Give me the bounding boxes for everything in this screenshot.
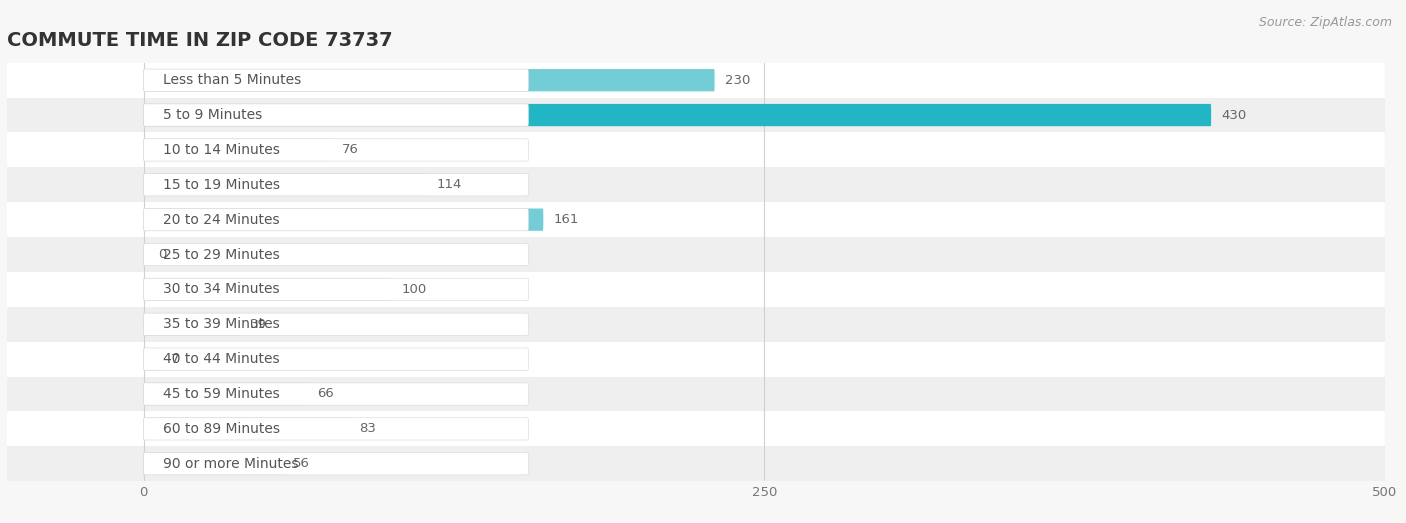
FancyBboxPatch shape <box>7 202 1385 237</box>
FancyBboxPatch shape <box>143 139 529 161</box>
Text: 35 to 39 Minutes: 35 to 39 Minutes <box>163 317 280 331</box>
FancyBboxPatch shape <box>143 139 332 161</box>
FancyBboxPatch shape <box>143 383 529 405</box>
Text: Source: ZipAtlas.com: Source: ZipAtlas.com <box>1258 16 1392 29</box>
Text: 30 to 34 Minutes: 30 to 34 Minutes <box>163 282 280 297</box>
FancyBboxPatch shape <box>143 452 529 475</box>
Text: 76: 76 <box>342 143 359 156</box>
Text: 15 to 19 Minutes: 15 to 19 Minutes <box>163 178 280 192</box>
FancyBboxPatch shape <box>143 418 529 440</box>
Text: 230: 230 <box>724 74 749 87</box>
FancyBboxPatch shape <box>143 243 529 266</box>
FancyBboxPatch shape <box>143 209 529 231</box>
Text: 161: 161 <box>553 213 579 226</box>
Text: 40 to 44 Minutes: 40 to 44 Minutes <box>163 352 280 366</box>
Text: 83: 83 <box>360 423 377 435</box>
Text: 56: 56 <box>292 457 309 470</box>
Text: 60 to 89 Minutes: 60 to 89 Minutes <box>163 422 280 436</box>
FancyBboxPatch shape <box>143 278 392 301</box>
FancyBboxPatch shape <box>7 237 1385 272</box>
Text: 5 to 9 Minutes: 5 to 9 Minutes <box>163 108 263 122</box>
FancyBboxPatch shape <box>143 348 529 370</box>
FancyBboxPatch shape <box>143 243 149 266</box>
FancyBboxPatch shape <box>7 342 1385 377</box>
Text: 114: 114 <box>436 178 463 191</box>
FancyBboxPatch shape <box>143 348 160 370</box>
Text: 7: 7 <box>172 353 180 366</box>
Text: COMMUTE TIME IN ZIP CODE 73737: COMMUTE TIME IN ZIP CODE 73737 <box>7 31 392 50</box>
FancyBboxPatch shape <box>143 174 426 196</box>
FancyBboxPatch shape <box>143 278 529 301</box>
Text: 0: 0 <box>159 248 167 261</box>
FancyBboxPatch shape <box>143 313 529 335</box>
FancyBboxPatch shape <box>143 104 1211 126</box>
FancyBboxPatch shape <box>7 98 1385 132</box>
Text: 10 to 14 Minutes: 10 to 14 Minutes <box>163 143 280 157</box>
FancyBboxPatch shape <box>143 383 308 405</box>
Text: 100: 100 <box>402 283 427 296</box>
FancyBboxPatch shape <box>143 69 529 92</box>
FancyBboxPatch shape <box>7 446 1385 481</box>
Text: 66: 66 <box>318 388 335 401</box>
FancyBboxPatch shape <box>7 63 1385 98</box>
FancyBboxPatch shape <box>7 412 1385 446</box>
FancyBboxPatch shape <box>7 377 1385 412</box>
FancyBboxPatch shape <box>7 307 1385 342</box>
Text: 39: 39 <box>250 318 267 331</box>
Text: 25 to 29 Minutes: 25 to 29 Minutes <box>163 247 280 262</box>
FancyBboxPatch shape <box>143 418 350 440</box>
Text: 430: 430 <box>1220 109 1246 121</box>
FancyBboxPatch shape <box>7 272 1385 307</box>
FancyBboxPatch shape <box>143 313 240 335</box>
FancyBboxPatch shape <box>143 452 283 475</box>
FancyBboxPatch shape <box>143 104 529 126</box>
Text: 45 to 59 Minutes: 45 to 59 Minutes <box>163 387 280 401</box>
FancyBboxPatch shape <box>143 174 529 196</box>
FancyBboxPatch shape <box>7 167 1385 202</box>
Text: 90 or more Minutes: 90 or more Minutes <box>163 457 299 471</box>
FancyBboxPatch shape <box>143 69 714 92</box>
FancyBboxPatch shape <box>143 209 543 231</box>
FancyBboxPatch shape <box>7 132 1385 167</box>
Text: Less than 5 Minutes: Less than 5 Minutes <box>163 73 302 87</box>
Text: 20 to 24 Minutes: 20 to 24 Minutes <box>163 213 280 226</box>
